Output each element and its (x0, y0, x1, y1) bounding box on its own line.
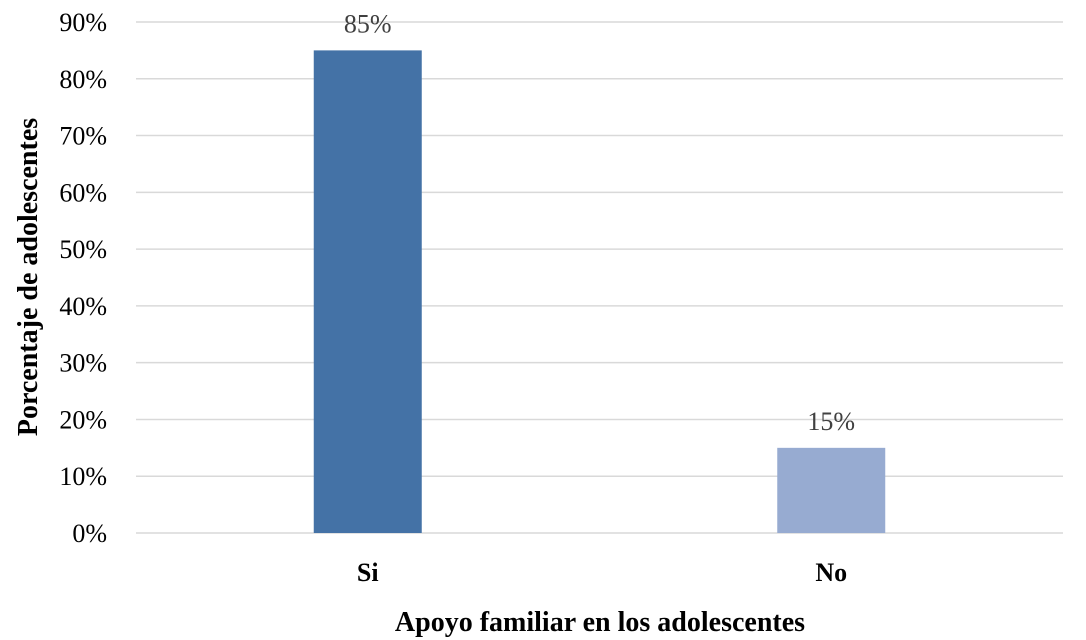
x-category-label-si: Si (357, 558, 379, 587)
gridlines (136, 21, 1063, 534)
y-tick-label: 90% (59, 8, 107, 37)
x-axis-title: Apoyo familiar en los adolescentes (395, 607, 805, 638)
y-tick-label: 10% (59, 462, 107, 491)
data-labels: 85% 15% (344, 9, 855, 435)
bar-si (313, 50, 422, 534)
y-tick-label: 70% (59, 122, 107, 151)
y-tick-label: 0% (72, 519, 107, 548)
data-label-no: 15% (807, 407, 855, 436)
bar-no (777, 447, 886, 533)
data-label-si: 85% (344, 9, 392, 38)
x-axis-category-labels: Si No (357, 558, 847, 587)
bars (313, 50, 886, 534)
y-tick-label: 50% (59, 235, 107, 264)
y-tick-label: 40% (59, 292, 107, 321)
y-tick-label: 20% (59, 405, 107, 434)
y-axis-title: Porcentaje de adolescentes (13, 118, 44, 436)
y-tick-label: 30% (59, 349, 107, 378)
y-tick-label: 80% (59, 65, 107, 94)
y-tick-label: 60% (59, 178, 107, 207)
x-category-label-no: No (815, 558, 847, 587)
y-axis-tick-labels: 0% 10% 20% 30% 40% 50% 60% 70% 80% 90% (59, 8, 107, 548)
